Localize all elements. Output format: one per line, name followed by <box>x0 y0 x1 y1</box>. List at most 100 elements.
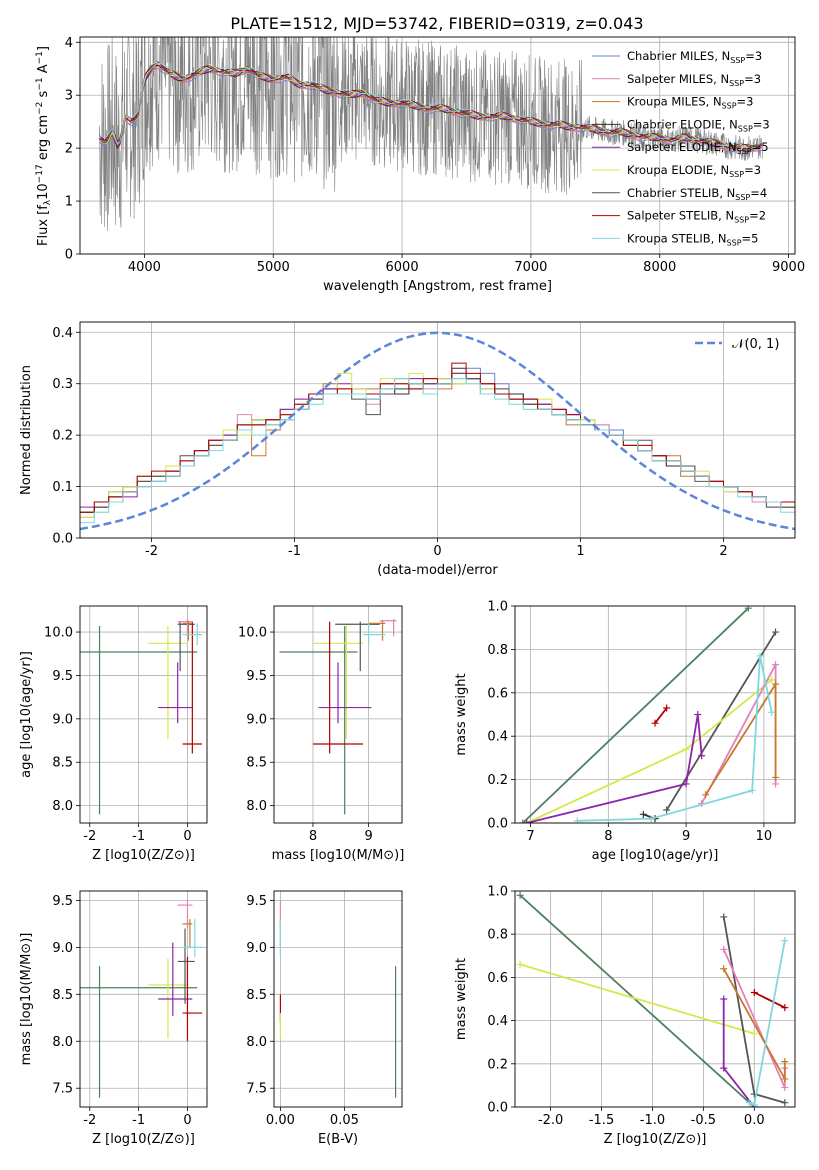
weight-vs-age-marker <box>756 652 764 660</box>
mass-vs-z-tick-label-y: 8.0 <box>52 1035 73 1050</box>
age-vs-z-points <box>80 619 203 815</box>
weight-vs-z-series-line <box>753 991 786 1009</box>
weight-vs-age-series-line <box>526 714 703 823</box>
age-vs-mass-points <box>279 619 397 815</box>
weight-vs-z-marker <box>781 1004 789 1012</box>
weight-vs-age-lines <box>519 606 780 823</box>
weight-vs-z-marker <box>781 1058 789 1066</box>
weight-vs-z-tick-label-y: 0.6 <box>487 971 508 986</box>
weight-vs-age-marker <box>702 791 710 799</box>
age-vs-z-tick-label-y: 9.0 <box>52 712 73 727</box>
spectrum-tick-label-y: 1 <box>65 195 73 210</box>
mass-vs-z-tick-label-y: 9.5 <box>52 894 73 909</box>
histogram-tick-label-y: 0.1 <box>52 480 73 495</box>
weight-vs-age-tick-label-y: 0.4 <box>487 730 508 745</box>
weight-vs-age-tick-label-x: 8 <box>604 829 612 844</box>
mass-vs-ebv-points <box>279 900 397 1098</box>
legend-label: Salpeter STELIB, NSSP=2 <box>627 209 766 225</box>
weight-vs-age-tick-label-y: 0.8 <box>487 643 508 658</box>
weight-vs-age-axes: 7 8 9 10 0.0 0.2 0.4 0.6 0.8 1.0 <box>487 600 795 844</box>
weight-vs-z-marker <box>720 913 728 921</box>
weight-vs-age-marker <box>647 815 655 823</box>
age-vs-z-tick-label-y: 10.0 <box>44 626 73 641</box>
histogram-bars <box>80 331 795 531</box>
weight-vs-age-tick-label-x: 7 <box>526 829 534 844</box>
mass-vs-z-tick-label-y: 8.5 <box>52 988 73 1003</box>
age-vs-z-tick-label-x: -1 <box>132 829 145 844</box>
mass-vs-ebv-tick-label-x: 0.05 <box>330 1113 359 1128</box>
age-vs-mass-tick-label-x: 8 <box>309 829 317 844</box>
legend-label: Kroupa MILES, NSSP=3 <box>627 95 753 111</box>
weight-vs-age-marker <box>651 719 659 727</box>
spectrum-tick-label-x: 4000 <box>128 260 161 275</box>
mass-vs-z-tick-label-y: 7.5 <box>52 1082 73 1097</box>
weight-vs-age-marker <box>772 773 780 781</box>
weight-vs-z-marker <box>750 1101 758 1107</box>
weight-vs-age-marker <box>748 786 756 794</box>
histogram-tick-label-y: 0.0 <box>52 532 73 547</box>
spectrum-tick-label-x: 6000 <box>386 260 419 275</box>
weight-vs-age-series-line <box>522 607 749 823</box>
legend-label: Salpeter ELODIE, NSSP=5 <box>627 140 769 156</box>
weight-vs-z-lines <box>516 891 789 1107</box>
spectrum-tick-label-y: 2 <box>65 142 73 157</box>
spectrum-lines <box>98 37 763 231</box>
mass-vs-ebv-frame <box>273 890 403 1108</box>
mass-vs-z-tick-label-y: 9.0 <box>52 941 73 956</box>
weight-vs-z-tick-label-y: 0.4 <box>487 1014 508 1029</box>
mass-vs-ebv-xlabel: E(B-V) <box>318 1132 358 1147</box>
weight-vs-age-frame <box>514 605 796 824</box>
spectrum-model-line <box>99 62 762 149</box>
age-vs-z-tick-label-x: -2 <box>83 829 96 844</box>
weight-vs-age-marker <box>744 606 752 612</box>
spectrum-data-line <box>99 37 763 231</box>
weight-vs-age-marker <box>573 817 581 823</box>
weight-vs-z-tick-label-x: -1.5 <box>589 1113 614 1128</box>
weight-vs-age-tick-label-x: 10 <box>756 829 773 844</box>
weight-vs-age-marker <box>772 661 780 669</box>
weight-vs-age-xlabel: age [log10(age/yr)] <box>592 848 719 863</box>
spectrum-ylabel: Flux [fλ10−17 erg cm−2 s−1 A−1] <box>35 46 53 246</box>
weight-vs-z-tick-label-y: 0.0 <box>487 1101 508 1116</box>
age-vs-mass-frame <box>273 605 403 824</box>
weight-vs-age-marker <box>663 704 671 712</box>
weight-vs-age-marker <box>698 752 706 760</box>
age-vs-z-ylabel: age [log10(age/yr)] <box>19 651 34 778</box>
weight-vs-z-tick-label-y: 0.8 <box>487 928 508 943</box>
weight-vs-z-marker <box>720 945 728 953</box>
mass-vs-z-tick-label-x: 0 <box>183 1113 191 1128</box>
weight-vs-z-marker <box>750 989 758 997</box>
weight-vs-age-tick-label-x: 9 <box>682 829 690 844</box>
legend-label: Chabrier MILES, NSSP=3 <box>627 49 762 65</box>
weight-vs-age-marker <box>772 780 780 788</box>
gaussian-curve <box>80 331 795 531</box>
histogram-ylabel: Normed distribution <box>19 365 34 495</box>
weight-vs-age-marker <box>682 745 690 753</box>
mass-vs-ebv-tick-label-y: 8.5 <box>246 988 267 1003</box>
weight-vs-z-marker <box>516 891 524 899</box>
weight-vs-age-marker <box>519 819 527 823</box>
age-vs-mass-tick-label-y: 9.0 <box>246 712 267 727</box>
weight-vs-age-marker <box>772 628 780 636</box>
mass-vs-ebv-tick-label-y: 8.0 <box>246 1035 267 1050</box>
weight-vs-age-ylabel: mass weight <box>454 673 469 755</box>
weight-vs-z-series-line <box>519 963 755 1035</box>
spectrum-tick-label-x: 7000 <box>514 260 547 275</box>
age-vs-z-tick-label-x: 0 <box>183 829 191 844</box>
weight-vs-z-marker <box>720 1064 728 1072</box>
weight-vs-age-tick-label-y: 0.6 <box>487 686 508 701</box>
mass-vs-z-frame <box>79 890 208 1108</box>
gaussian-legend-label: 𝒩(0, 1) <box>732 337 779 352</box>
histogram-frame <box>79 321 796 539</box>
weight-vs-z-tick-label-y: 0.2 <box>487 1057 508 1072</box>
mass-vs-z-xlabel: Z [log10(Z/Z⊙)] <box>92 1132 195 1147</box>
weight-vs-z-marker <box>516 960 524 968</box>
weight-vs-z-series-line <box>519 894 755 1107</box>
figure-title: PLATE=1512, MJD=53742, FIBERID=0319, z=0… <box>230 14 643 33</box>
legend-label: Kroupa STELIB, NSSP=5 <box>627 231 758 247</box>
histogram-tick-label-x: 1 <box>576 544 584 559</box>
histogram-tick-label-y: 0.3 <box>52 377 73 392</box>
spectrum-model-line <box>98 63 762 150</box>
age-vs-z-tick-label-y: 9.5 <box>52 669 73 684</box>
spectrum-tick-label-y: 0 <box>65 248 73 263</box>
